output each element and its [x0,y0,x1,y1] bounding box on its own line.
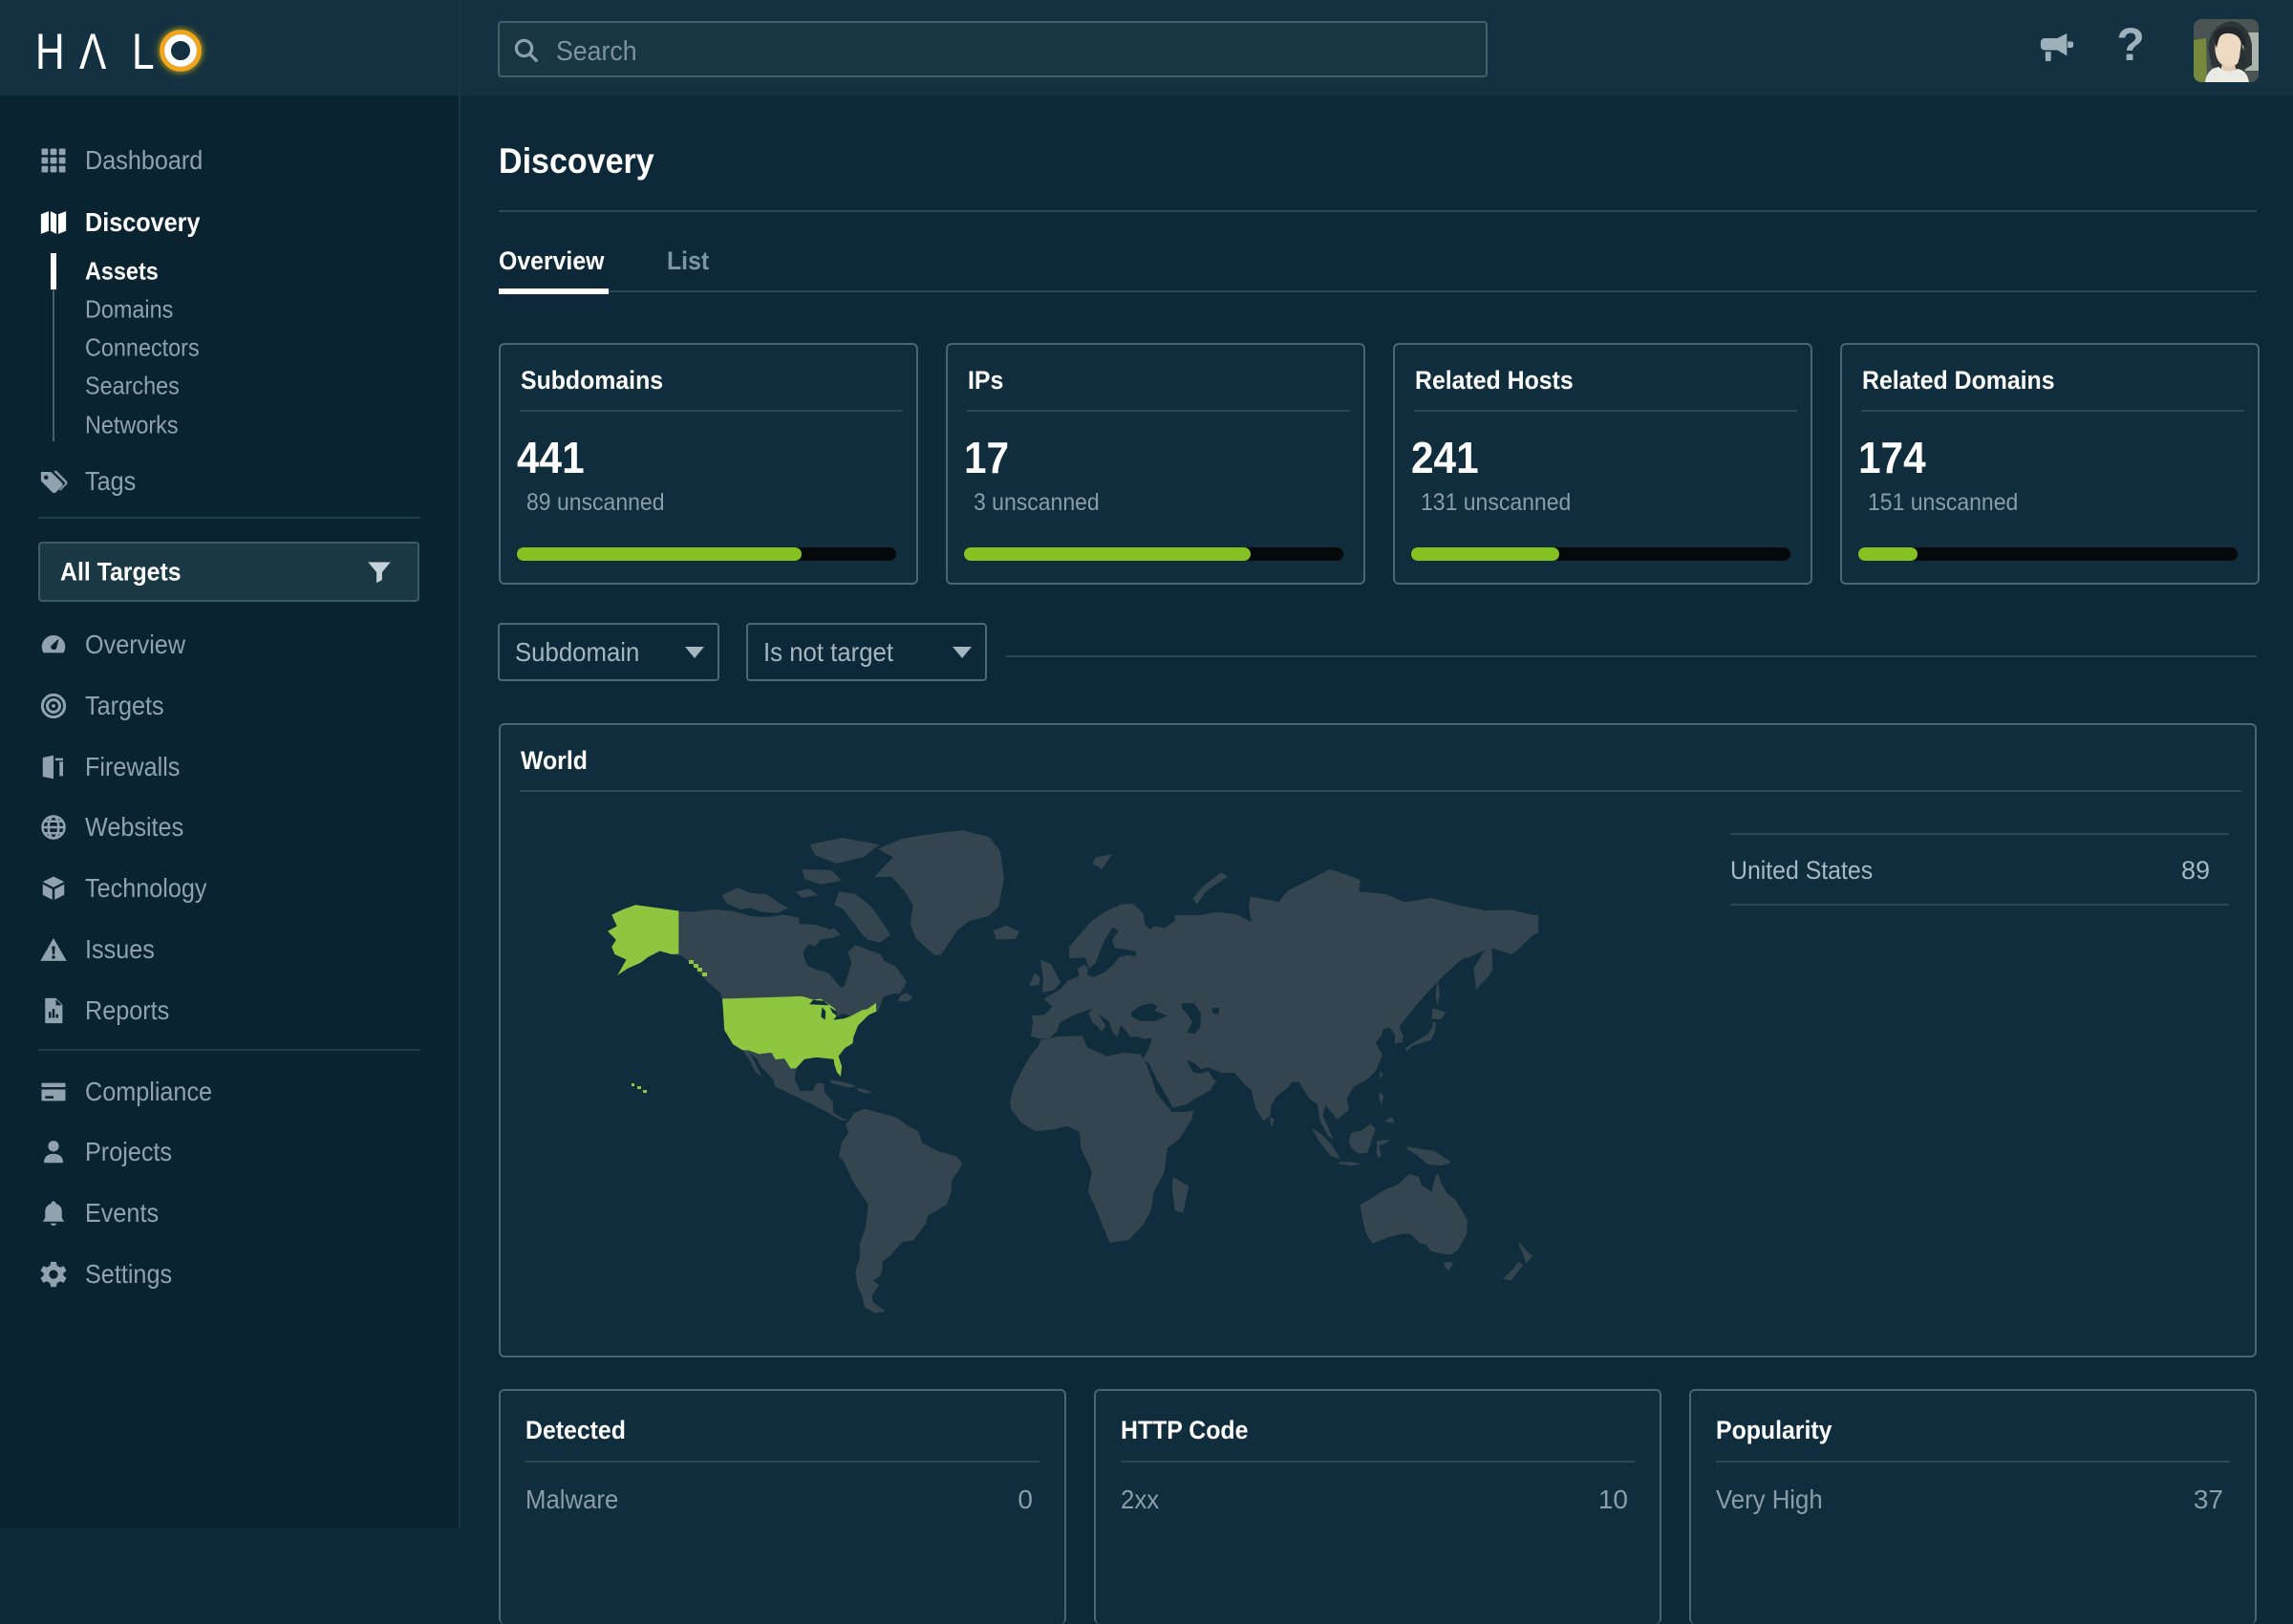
svg-text:Λ: Λ [79,25,106,80]
svg-text:H: H [35,25,65,80]
svg-text:L: L [132,25,155,80]
